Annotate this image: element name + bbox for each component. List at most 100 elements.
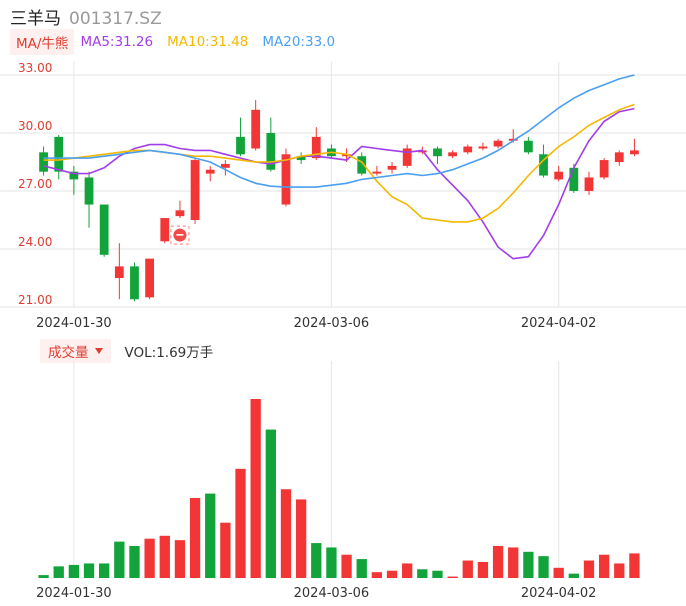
candle-body [236, 136, 245, 155]
stock-code: 001317.SZ [69, 9, 162, 29]
x-tick-label: 2024-01-30 [36, 586, 112, 601]
volume-bar [220, 522, 231, 578]
bull-icon [170, 225, 190, 245]
volume-indicator-button[interactable]: 成交量 [40, 339, 111, 363]
candle-body [130, 266, 139, 300]
candle-body [357, 156, 367, 174]
volume-bar [553, 567, 564, 578]
volume-chart[interactable]: 2024-01-30 2024-03-06 2024-04-02 [0, 361, 686, 606]
ma20-legend: MA20:33.0 [262, 34, 336, 50]
candle-body [478, 146, 488, 149]
candle-body [493, 140, 503, 147]
volume-bar [583, 560, 595, 578]
x-tick-label: 2024-04-02 [521, 316, 597, 330]
volume-bar [83, 563, 95, 578]
volume-bar [250, 399, 261, 578]
candle-body [342, 154, 351, 157]
candle-body [630, 150, 639, 155]
candle-body [387, 165, 397, 170]
ma5-line [43, 107, 635, 260]
candle-body [54, 136, 64, 172]
x-tick-label: 2024-01-30 [36, 316, 112, 330]
candle-body [569, 167, 579, 191]
candle-body [145, 258, 155, 298]
volume-bar [53, 566, 64, 578]
candle-body [296, 156, 306, 161]
candle-body [205, 169, 215, 174]
volume-bar [447, 576, 458, 578]
y-tick-label: 21.00 [18, 293, 52, 307]
candle-body [281, 154, 291, 205]
volume-bar [38, 575, 49, 578]
candle-body [39, 152, 48, 172]
volume-bar [326, 547, 337, 578]
marker-bar [176, 234, 184, 236]
x-tick-label: 2024-03-06 [294, 316, 370, 330]
volume-bar [568, 573, 579, 578]
volume-bar [265, 429, 276, 578]
candle-body [433, 148, 442, 157]
candle-body [160, 218, 170, 242]
x-tick-label: 2024-04-02 [521, 586, 597, 601]
volume-bar [280, 489, 292, 578]
candle-body [251, 109, 261, 149]
volume-bar [174, 540, 186, 578]
candle-body [584, 177, 594, 191]
volume-bar [356, 559, 367, 578]
volume-legend: 成交量 VOL:1.69万手 [40, 339, 213, 363]
candle-body [539, 154, 548, 176]
marker-frame [170, 225, 190, 245]
candle-body [614, 152, 624, 162]
volume-bar [598, 554, 610, 578]
volume-bar [417, 569, 428, 578]
volume-bar [432, 570, 443, 578]
ma20-line [43, 74, 635, 188]
volume-bar [523, 551, 534, 578]
y-tick-label: 33.00 [18, 61, 52, 75]
volume-bar [99, 563, 110, 578]
candle-body [114, 266, 124, 278]
volume-bar [477, 561, 489, 578]
volume-bar [614, 563, 625, 578]
candle-body [190, 160, 200, 220]
candle-body [220, 163, 230, 168]
caret-down-icon [94, 348, 103, 354]
volume-bar [311, 543, 322, 578]
candle-body [266, 133, 276, 170]
ma10-legend: MA10:31.48 [167, 34, 249, 50]
candlestick-chart[interactable]: 33.00 30.00 27.00 24.00 21.00 2024-01-30 2024-… [0, 0, 686, 330]
volume-bar [114, 541, 125, 578]
ma-legend: MA/牛熊 MA5:31.26 MA10:31.48 MA20:33.0 [10, 29, 349, 55]
stock-name: 三羊马 [10, 9, 61, 29]
volume-bar [129, 545, 140, 578]
y-tick-label: 27.00 [18, 177, 52, 191]
volume-bar [144, 538, 155, 578]
volume-bar [492, 545, 504, 578]
volume-bar [538, 556, 549, 578]
volume-bar [205, 493, 216, 578]
ma5-legend: MA5:31.26 [80, 34, 154, 50]
volume-bar [295, 499, 307, 578]
candle-body [523, 140, 533, 153]
volume-bar [629, 553, 640, 578]
volume-indicator-label: 成交量 [48, 345, 89, 361]
x-tick-label: 2024-03-06 [294, 586, 370, 601]
volume-bar [508, 547, 519, 578]
volume-bar [371, 572, 383, 578]
candle-body [175, 210, 185, 217]
volume-bar [189, 497, 201, 578]
candle-body [99, 204, 109, 255]
y-tick-label: 30.00 [18, 119, 52, 133]
candle-body [554, 171, 564, 180]
volume-bar [402, 563, 413, 578]
candle-body [372, 171, 382, 174]
volume-bar [386, 570, 398, 578]
candle-body [311, 136, 321, 159]
volume-bar [341, 554, 352, 578]
stock-header: 三羊马 001317.SZ [10, 4, 162, 29]
candle-body [69, 171, 79, 180]
volume-bar [68, 564, 80, 578]
volume-bar [159, 535, 170, 578]
candle-body [463, 146, 473, 153]
ma-indicator-button[interactable]: MA/牛熊 [10, 29, 75, 55]
